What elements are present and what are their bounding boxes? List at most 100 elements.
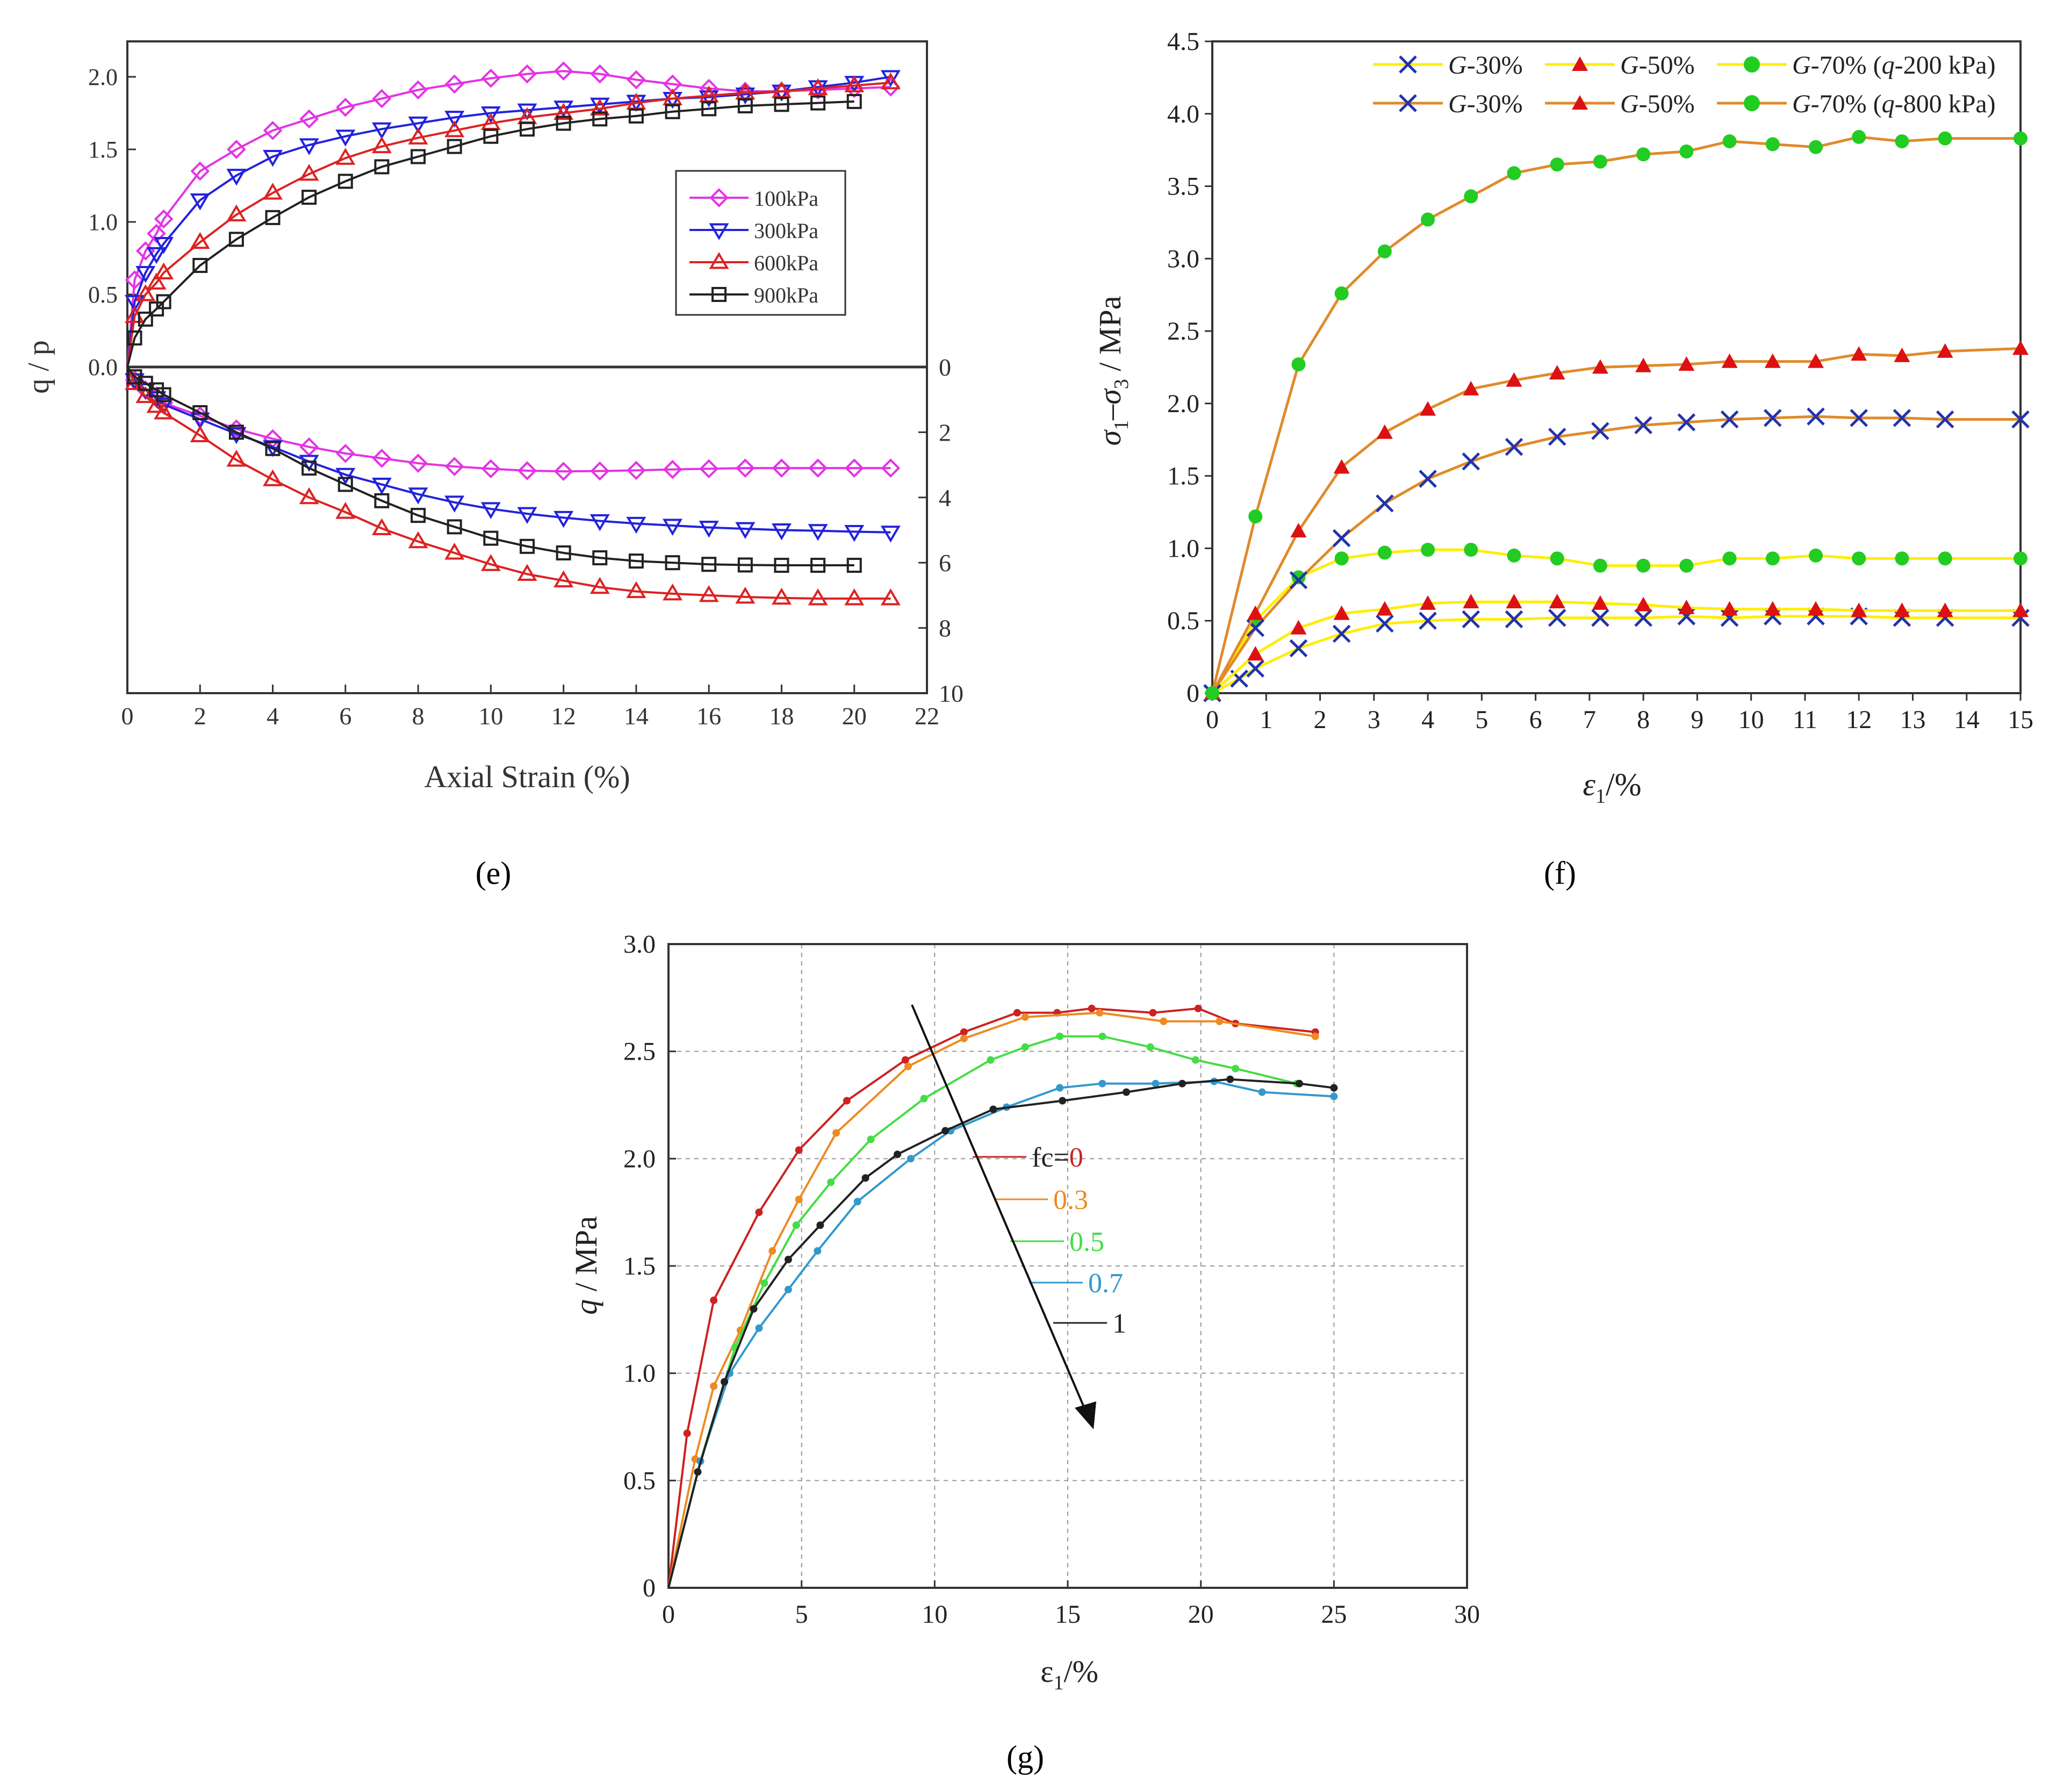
volumetric-point xyxy=(699,459,719,479)
series-G-70% (q-200 kPa) xyxy=(1205,543,2028,700)
volumetric-point xyxy=(517,507,537,524)
data-point xyxy=(1232,1064,1240,1073)
x-tick-label: 0 xyxy=(1206,706,1219,734)
data-point xyxy=(710,1382,718,1390)
x-tick-label: 2 xyxy=(194,702,206,730)
series-line xyxy=(667,1078,1334,1588)
series-G-50% (q-800 kPa) xyxy=(1204,340,2029,700)
data-point xyxy=(1216,1017,1224,1025)
volumetric-point xyxy=(156,387,171,402)
legend: 100kPa 300kPa 600kPa 900kPa xyxy=(675,170,846,316)
y-tick-label: 1.5 xyxy=(1167,462,1199,491)
volumetric-point xyxy=(699,521,719,538)
volumetric-point xyxy=(590,461,610,481)
data-point xyxy=(1765,551,1780,566)
x-tick-label: 12 xyxy=(551,702,576,730)
legend: G-30% G-50% G-70% (q-200 kPa) G-30% G-50% G-7… xyxy=(1373,51,1996,118)
stress-ratio-point xyxy=(553,100,574,118)
stress-ratio-point xyxy=(590,64,610,84)
data-point xyxy=(1852,551,1866,566)
data-point xyxy=(1807,353,1824,368)
data-point xyxy=(1330,1084,1338,1092)
data-point xyxy=(1205,686,1219,700)
stress-ratio-point xyxy=(589,98,610,116)
data-point xyxy=(1721,601,1738,616)
x-tick-label: 10 xyxy=(922,1600,947,1629)
volumetric-point xyxy=(371,478,392,495)
volumetric-point xyxy=(663,583,683,601)
legend-label: 600kPa xyxy=(754,251,818,275)
stress-ratio-point xyxy=(156,294,171,310)
stress-ratio-point xyxy=(190,161,210,181)
y-tick-label: 0 xyxy=(1187,679,1199,708)
x-tick-label: 11 xyxy=(1793,706,1817,734)
stress-ratio-point xyxy=(553,61,573,81)
data-point xyxy=(1056,1084,1064,1092)
legend-marker xyxy=(1572,95,1588,110)
data-point xyxy=(893,1150,901,1158)
x-tick-label: 20 xyxy=(842,702,867,730)
volumetric-point xyxy=(663,519,683,536)
data-point xyxy=(1507,548,1521,563)
data-point xyxy=(867,1135,875,1143)
stress-ratio-point xyxy=(735,87,756,105)
stress-ratio-point xyxy=(147,224,166,243)
volumetric-point xyxy=(192,405,208,420)
data-point xyxy=(1289,639,1308,658)
data-point xyxy=(1893,409,1911,427)
volumetric-point xyxy=(880,526,901,543)
y-tick-label: 1.0 xyxy=(1167,534,1199,563)
volumetric-point xyxy=(808,458,828,478)
data-point xyxy=(750,1305,758,1313)
volumetric-point xyxy=(444,495,465,513)
volumetric-point xyxy=(483,530,499,546)
stress-ratio-point xyxy=(190,193,210,211)
data-point xyxy=(683,1429,691,1437)
volumetric-point xyxy=(228,424,244,440)
stress-ratio-point xyxy=(517,64,537,84)
data-point xyxy=(1463,594,1479,609)
data-point xyxy=(843,1097,851,1105)
data-point xyxy=(827,1178,835,1186)
volumetric-point xyxy=(628,553,644,569)
stress-ratio-point xyxy=(374,159,390,175)
data-point xyxy=(1895,551,1909,566)
data-point xyxy=(1808,548,1823,563)
stress-ratio-point xyxy=(226,204,247,221)
stress-ratio-point xyxy=(337,174,353,189)
stress-ratio-point xyxy=(372,89,392,109)
stress-ratio-point xyxy=(553,103,574,120)
data-point xyxy=(1505,610,1523,629)
data-point xyxy=(1635,357,1652,372)
x-tick-label: 0 xyxy=(121,702,134,730)
stress-ratio-point xyxy=(154,237,174,254)
stress-ratio-point xyxy=(411,149,426,164)
legend-marker xyxy=(1744,56,1760,73)
stress-ratio-point xyxy=(227,140,246,159)
stress-ratio-point xyxy=(628,108,644,124)
volumetric-point xyxy=(626,516,646,534)
data-point xyxy=(1938,131,1952,146)
data-point xyxy=(1722,551,1737,566)
data-point xyxy=(1550,157,1564,172)
volumetric-point xyxy=(556,545,571,560)
stress-ratio-point xyxy=(408,127,428,145)
x-tick-label: 16 xyxy=(696,702,721,730)
stress-ratio-point xyxy=(335,97,355,117)
legend: fc=0 0.3 0.5 0.7 1 xyxy=(973,1142,1126,1339)
x-tick-label: 20 xyxy=(1188,1600,1214,1629)
volumetric-point xyxy=(589,514,610,531)
y-tick-label: 0.5 xyxy=(623,1466,656,1495)
data-point xyxy=(710,1296,718,1304)
volumetric-point xyxy=(299,487,319,505)
volumetric-point xyxy=(481,459,501,479)
stress-ratio-line xyxy=(126,81,891,368)
data-point xyxy=(1246,659,1264,678)
data-point xyxy=(1377,545,1392,560)
data-point xyxy=(1548,428,1566,446)
data-point xyxy=(1420,595,1436,610)
data-point xyxy=(1420,401,1436,416)
volumetric-point xyxy=(146,395,167,413)
data-point xyxy=(1593,558,1607,573)
